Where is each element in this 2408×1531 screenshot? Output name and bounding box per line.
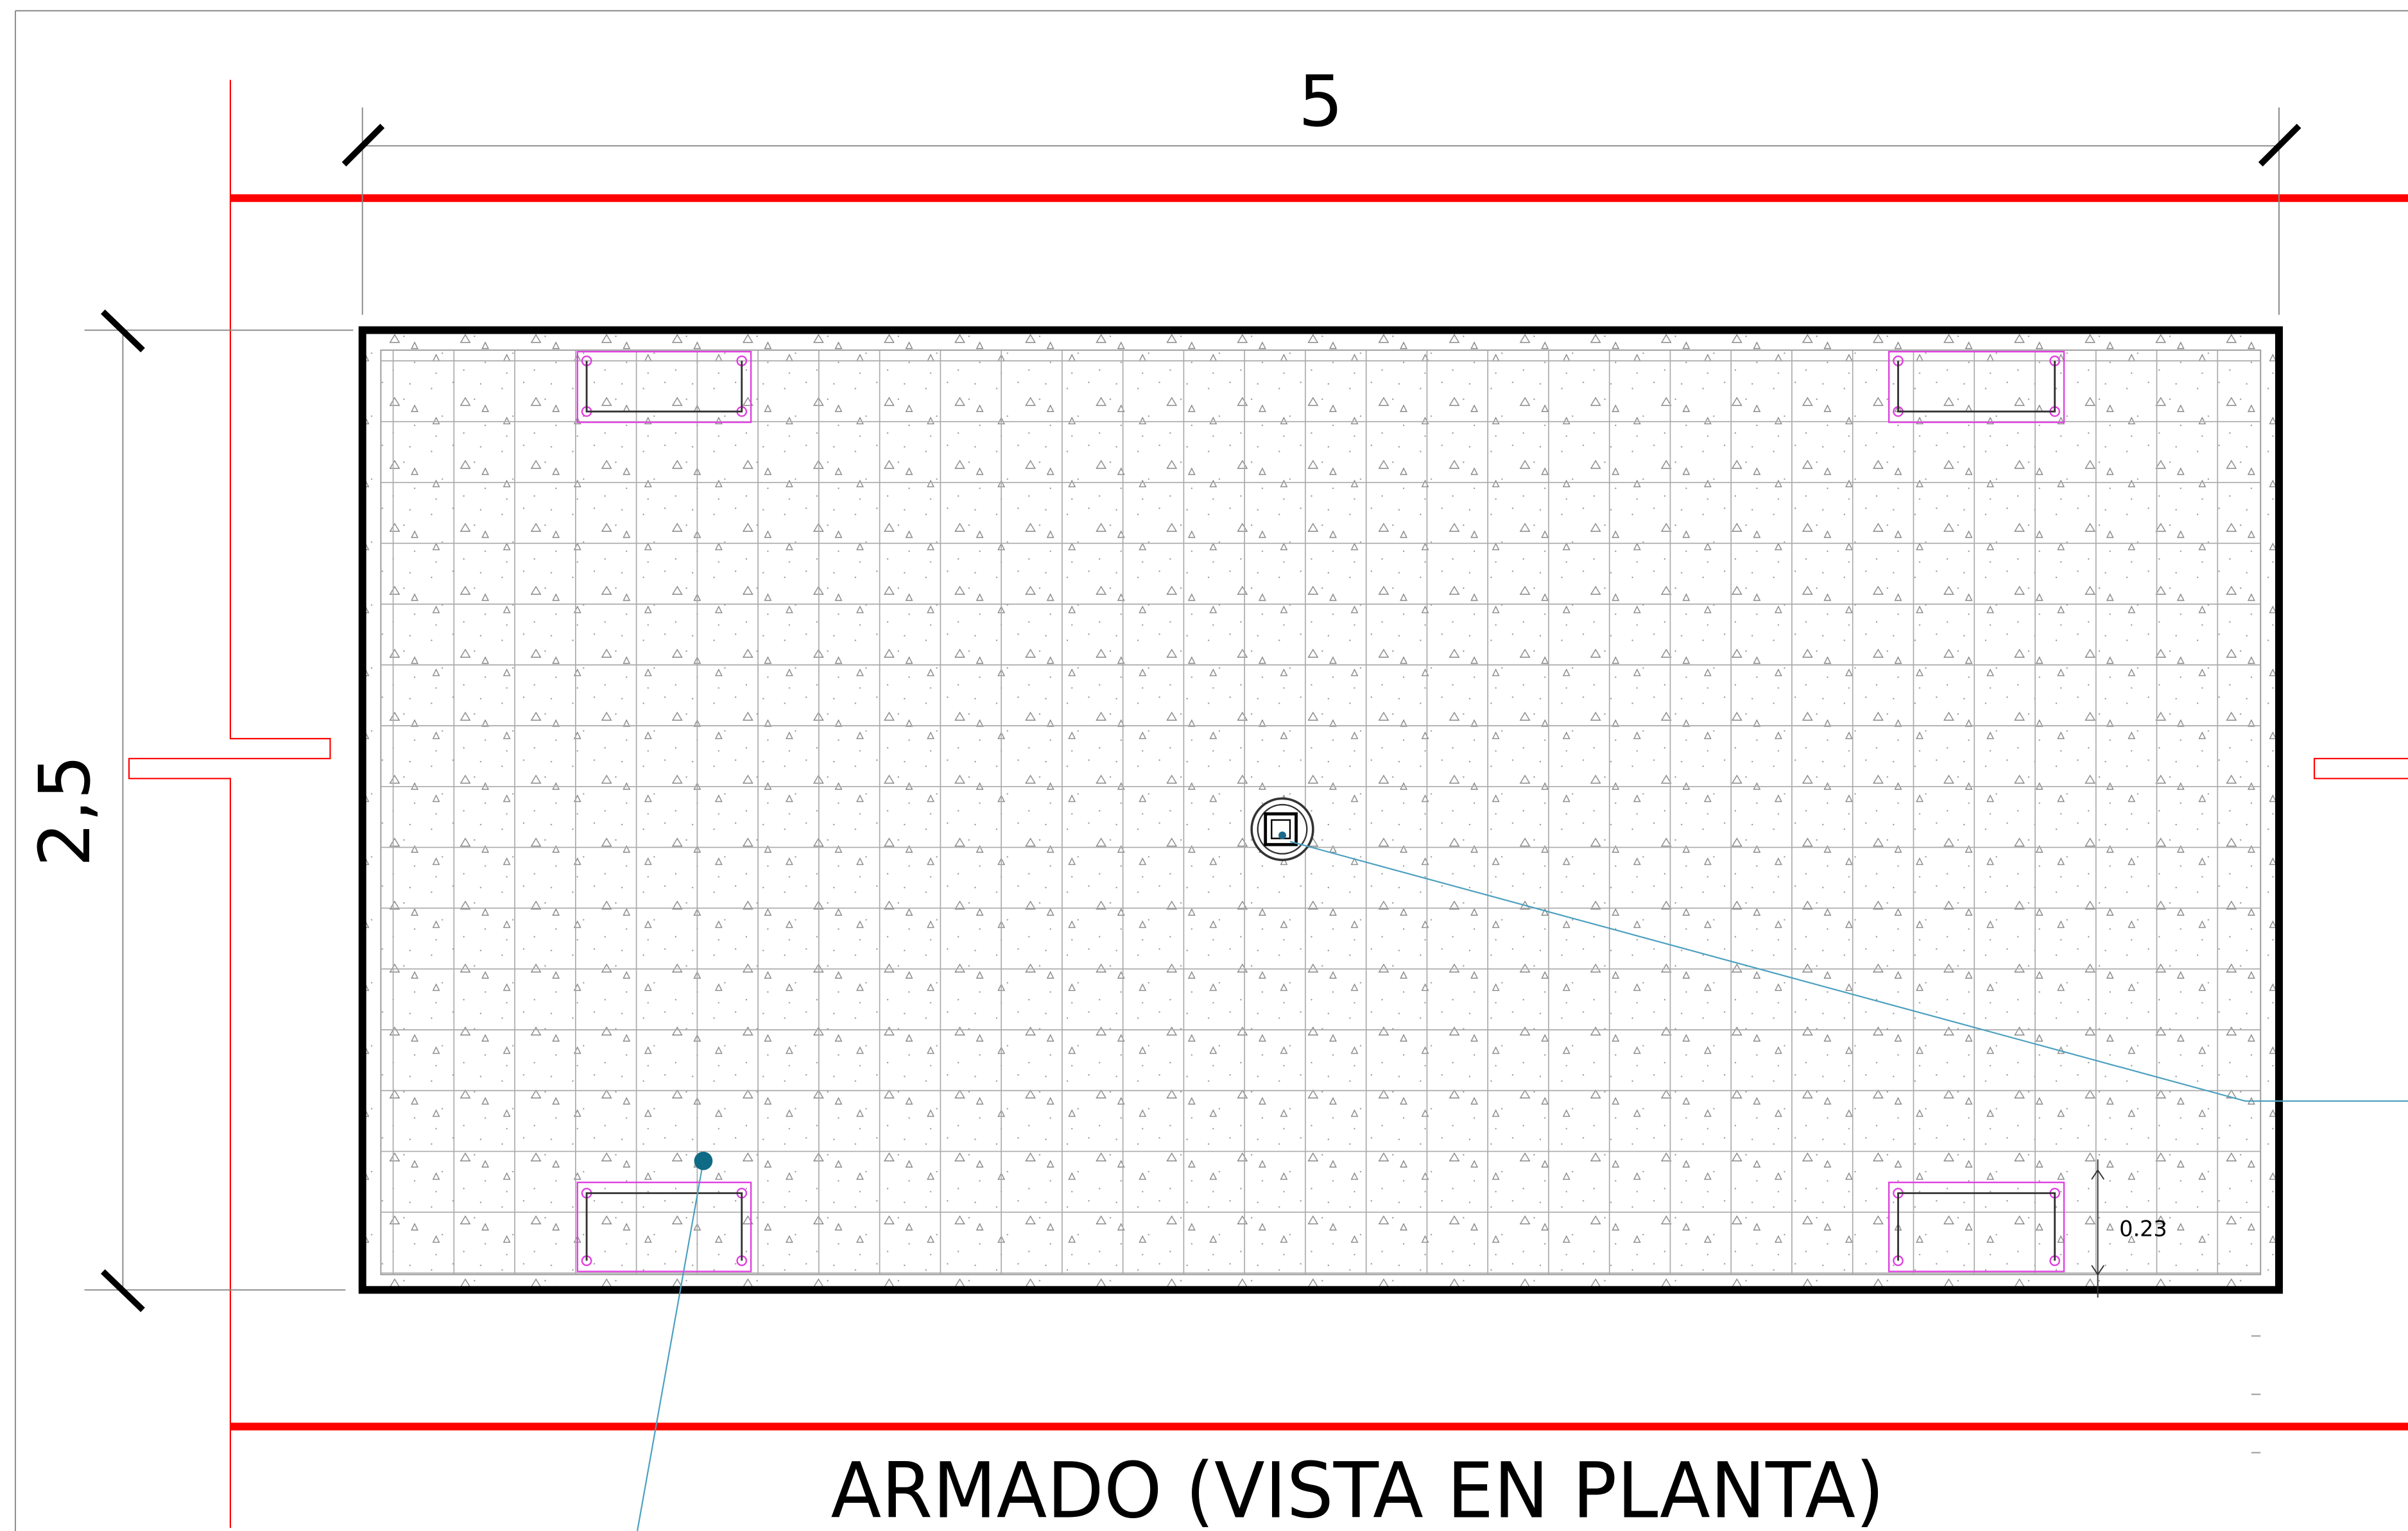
dimension-tick — [101, 1269, 145, 1312]
red-outline — [128, 80, 331, 1528]
height-label: 2,5 — [24, 755, 106, 867]
stirrup-bars — [585, 361, 2056, 1261]
dimension-tick — [101, 309, 145, 353]
cover-label: 0.23 — [2119, 1217, 2167, 1242]
cover-arrows — [2091, 1168, 2105, 1276]
leader-line — [636, 1161, 704, 1531]
slab — [358, 326, 2283, 1294]
rebar-outline — [380, 349, 2262, 1276]
drawing-title: ARMADO (VISTA EN PLANTA) — [831, 1446, 1884, 1531]
dimension-tick — [341, 123, 385, 167]
width-label: 5 — [1298, 60, 1343, 142]
dimension-tick — [2258, 123, 2301, 167]
red-outline — [2313, 758, 2408, 780]
side-marks — [2251, 1335, 2261, 1454]
center-fixture — [1250, 797, 1314, 861]
rebar-grid — [381, 350, 2261, 1275]
leader-line — [1289, 841, 2408, 1102]
leader-dot — [694, 1151, 713, 1170]
